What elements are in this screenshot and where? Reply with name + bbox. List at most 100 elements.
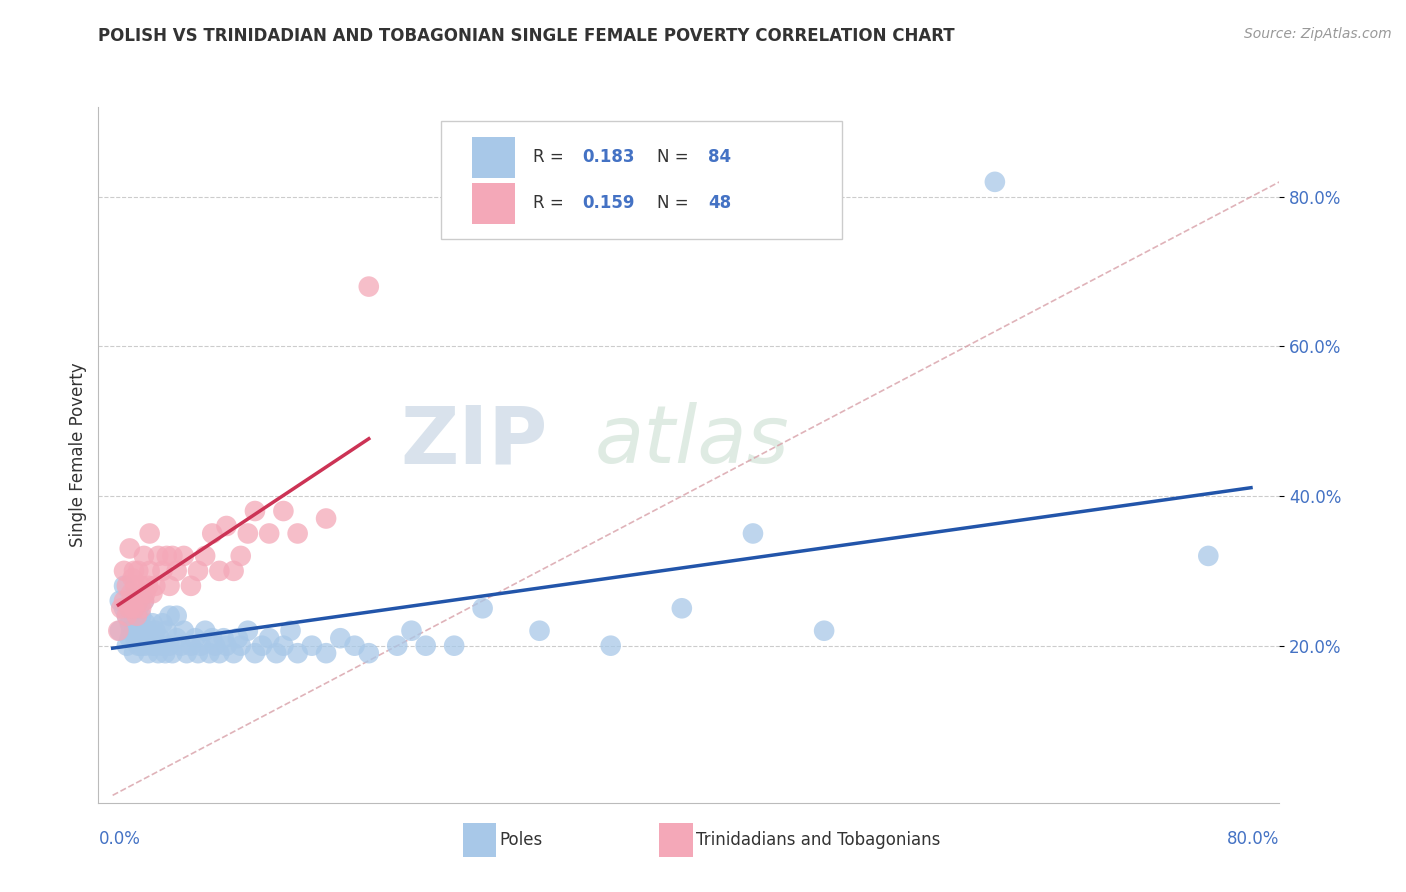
Point: [143, 624, 166, 638]
Point: [184, 631, 207, 645]
Text: ZIP: ZIP: [399, 402, 547, 480]
Point: [599, 639, 621, 653]
Point: [107, 624, 129, 638]
Point: [166, 631, 188, 645]
Point: [112, 564, 135, 578]
Text: 0.183: 0.183: [582, 148, 636, 166]
Point: [180, 639, 202, 653]
Point: [301, 639, 323, 653]
Point: [229, 639, 252, 653]
Point: [129, 639, 152, 653]
FancyBboxPatch shape: [441, 121, 842, 239]
Point: [280, 624, 302, 638]
Point: [222, 646, 245, 660]
Point: [187, 564, 209, 578]
Point: [138, 526, 160, 541]
Point: [471, 601, 494, 615]
Point: [134, 616, 156, 631]
Point: [141, 616, 163, 631]
FancyBboxPatch shape: [471, 136, 516, 178]
Text: Source: ZipAtlas.com: Source: ZipAtlas.com: [1244, 27, 1392, 41]
Point: [159, 579, 181, 593]
Text: 84: 84: [707, 148, 731, 166]
Point: [132, 594, 155, 608]
Point: [159, 608, 181, 623]
Point: [315, 511, 337, 525]
Point: [149, 631, 172, 645]
Point: [152, 639, 174, 653]
Point: [136, 624, 159, 638]
Point: [162, 549, 184, 563]
Point: [443, 639, 465, 653]
Point: [170, 639, 193, 653]
Point: [121, 571, 143, 585]
Point: [134, 639, 156, 653]
Point: [415, 639, 437, 653]
Point: [215, 519, 238, 533]
Text: POLISH VS TRINIDADIAN AND TOBAGONIAN SINGLE FEMALE POVERTY CORRELATION CHART: POLISH VS TRINIDADIAN AND TOBAGONIAN SIN…: [98, 27, 955, 45]
Point: [143, 639, 166, 653]
Point: [112, 579, 135, 593]
Point: [229, 549, 252, 563]
Point: [226, 631, 249, 645]
Point: [127, 564, 149, 578]
Point: [357, 279, 380, 293]
Point: [115, 608, 138, 623]
Point: [201, 526, 224, 541]
Point: [134, 586, 156, 600]
Point: [136, 646, 159, 660]
Point: [122, 564, 145, 578]
Point: [273, 639, 295, 653]
Point: [115, 639, 138, 653]
Point: [194, 624, 217, 638]
Text: 80.0%: 80.0%: [1227, 830, 1279, 847]
Point: [118, 541, 141, 556]
FancyBboxPatch shape: [471, 183, 516, 224]
Point: [173, 549, 195, 563]
Point: [176, 646, 198, 660]
Point: [115, 579, 138, 593]
Point: [529, 624, 551, 638]
Point: [159, 639, 181, 653]
Point: [813, 624, 835, 638]
Text: 0.159: 0.159: [582, 194, 636, 212]
Point: [162, 646, 184, 660]
Text: Poles: Poles: [499, 831, 543, 849]
Point: [127, 639, 149, 653]
Point: [250, 639, 273, 653]
Point: [742, 526, 765, 541]
Point: [236, 526, 259, 541]
Point: [173, 624, 195, 638]
Point: [148, 646, 170, 660]
Point: [112, 594, 135, 608]
Point: [156, 549, 179, 563]
Point: [156, 624, 179, 638]
Text: Trinidadians and Tobagonians: Trinidadians and Tobagonians: [696, 831, 941, 849]
Point: [118, 601, 141, 615]
Point: [143, 579, 166, 593]
Point: [287, 526, 309, 541]
Point: [243, 646, 266, 660]
Point: [120, 624, 142, 638]
Point: [152, 564, 174, 578]
Y-axis label: Single Female Poverty: Single Female Poverty: [69, 363, 87, 547]
Point: [236, 624, 259, 638]
Point: [1197, 549, 1219, 563]
Point: [190, 639, 212, 653]
Text: atlas: atlas: [595, 402, 789, 480]
Point: [329, 631, 352, 645]
Point: [141, 639, 163, 653]
Point: [215, 639, 238, 653]
Point: [129, 601, 152, 615]
Point: [125, 608, 148, 623]
Text: N =: N =: [657, 194, 695, 212]
Point: [204, 639, 226, 653]
Point: [273, 504, 295, 518]
Point: [127, 594, 149, 608]
Point: [118, 616, 141, 631]
Point: [343, 639, 366, 653]
Point: [148, 549, 170, 563]
Point: [108, 624, 131, 638]
Point: [152, 616, 174, 631]
Point: [124, 594, 146, 608]
